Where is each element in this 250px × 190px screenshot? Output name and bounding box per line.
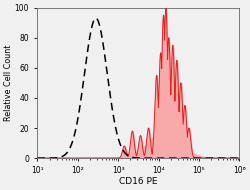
X-axis label: CD16 PE: CD16 PE xyxy=(119,177,158,186)
Y-axis label: Relative Cell Count: Relative Cell Count xyxy=(4,45,13,121)
